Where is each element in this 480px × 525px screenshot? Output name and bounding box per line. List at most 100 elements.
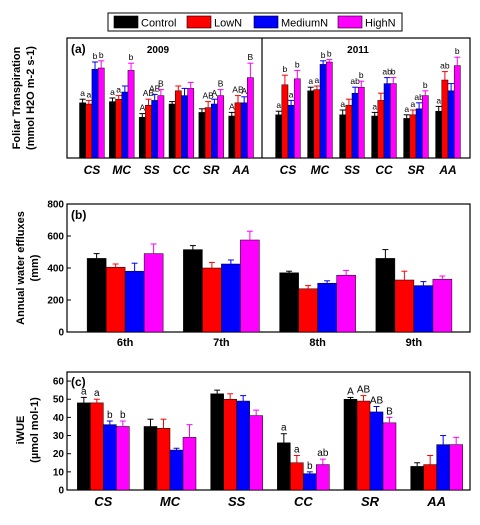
c-bar-cc-lown [290,462,304,491]
a2009-cat-cc: CC [173,163,191,177]
a2009-bar-sr-highn [217,95,224,159]
c-bar-mc-lown [156,428,171,491]
a2011-bar-mc-lown [313,89,321,159]
c-bar-aa-highn [449,444,463,491]
legend-label-control: Control [141,18,176,30]
b-bar-6th-control [86,258,107,333]
c-bar-ss-mediumn [236,400,250,491]
a2009-sig-mc-control: a [110,87,115,97]
b-bar-9th-control [375,258,396,333]
b-bar-7th-highn [240,239,260,333]
c-bar-cc-mediumn [303,473,317,491]
a2011-bar-mc-mediumn [319,64,327,159]
a2011-sig-sr-control: a [404,104,409,114]
a2011-sig-cc-control: a [372,101,377,111]
a2009-sig-sr-highn: B [218,79,224,89]
a2011-bar-sr-highn [421,95,429,159]
panel-b-label: (b) [71,208,86,222]
a2009-bar-cc-highn [187,88,195,159]
a2009-bar-mc-highn [127,70,135,159]
a2011-bar-cs-mediumn [287,104,295,159]
c-sig-cs-mediumn: b [107,410,113,421]
c-bar-ss-highn [249,415,263,491]
b-bar-6th-lown [105,266,126,333]
b-bar-7th-control [183,249,203,333]
a2011-bar-cc-mediumn [383,83,391,159]
c-sig-cc-highn: ab [317,448,329,459]
b-bar-8th-lown [298,288,318,333]
c-cat-aa: AA [426,494,446,509]
a2011-bar-mc-highn [325,61,333,159]
a2009-sig-cs-control: a [80,88,85,98]
a2009-bar-cs-control [79,102,86,159]
b-bar-8th-highn [336,274,356,333]
c-ytick-label-50: 50 [53,395,65,406]
b-ytick-label-0: 0 [58,328,64,339]
a2011-bar-cs-highn [293,78,301,159]
b-ytick-label-400: 400 [47,264,64,275]
c-sig-cc-mediumn: b [307,461,313,472]
a2011-bar-sr-mediumn [415,108,423,159]
a2009-bar-sr-mediumn [211,103,218,159]
a2011-sig-cs-control: a [276,100,281,110]
a2009-bar-mc-lown [115,98,123,159]
a2011-sig-mc-highn: b [327,49,332,59]
a2011-sig-sr-highn: b [423,80,428,90]
legend-swatch-mediumn [253,15,279,29]
panel-a-year-2009: 2009 [147,45,170,56]
c-ytick-label-20: 20 [53,449,65,460]
a2011-bar-ss-mediumn [351,92,359,159]
b-bar-9th-lown [394,279,415,333]
panel-a-label: (a) [71,42,86,56]
a2009-cat-mc: MC [112,163,131,177]
c-ytick-label-60: 60 [53,377,65,388]
panel-a-year-2011: 2011 [347,45,369,56]
panel-c-label: (c) [71,375,86,389]
a2011-sig-cs-lown: b [283,64,288,74]
legend-label-mediumn: MediumN [281,18,328,30]
a2011-sig-ss-control: a [340,99,345,109]
a2011-bar-cc-control [371,115,379,159]
b-ytick-label-600: 600 [47,232,64,243]
a2011-bar-cs-lown [281,84,289,159]
b-cat-6th: 6th [117,337,134,349]
a2009-bar-aa-control [228,115,236,159]
c-ytick-label-40: 40 [53,413,65,424]
a2009-bar-aa-lown [234,102,242,159]
c-bar-ss-control [210,393,224,491]
b-cat-8th: 8th [309,337,326,349]
c-sig-cc-control: a [281,423,287,434]
a2009-bar-ss-lown [145,104,152,159]
a2011-sig-mc-mediumn: b [321,50,326,60]
a2009-bar-ss-control [138,116,146,159]
b-bar-9th-highn [432,278,453,333]
panel-c-ylabel-line1: iWUE [15,416,27,445]
a2009-bar-mc-mediumn [121,91,129,159]
panel-a-frame [66,37,471,159]
a2011-cat-mc: MC [311,163,330,177]
legend-swatch-highn [337,15,363,29]
a2009-sig-cs-highn: b [99,50,104,60]
c-bar-cs-lown [90,402,104,491]
b-bar-7th-mediumn [221,263,241,333]
a2009-bar-cs-highn [97,67,105,159]
c-bar-cs-mediumn [103,424,117,491]
c-bar-mc-control [143,426,158,491]
a2011-sig-ss-mediumn: ab [350,76,360,86]
b-bar-6th-highn [143,253,164,333]
a2011-sig-sr-lown: a [411,99,416,109]
c-bar-aa-lown [423,464,437,491]
a2009-sig-ss-lown: AB [143,88,155,98]
b-bar-6th-mediumn [124,270,145,333]
a2009-sig-mc-highn: b [129,52,134,62]
a2009-bar-cs-lown [85,103,93,159]
c-bar-sr-lown [356,400,371,491]
a2011-cat-cc: CC [375,163,393,177]
a2009-sig-ss-highn: B [158,79,164,89]
legend: Control LowN MediumN HighN [107,12,403,32]
a2011-sig-mc-control: a [308,76,313,86]
a2009-bar-sr-lown [204,107,212,159]
a2011-sig-aa-highn: b [455,46,460,56]
